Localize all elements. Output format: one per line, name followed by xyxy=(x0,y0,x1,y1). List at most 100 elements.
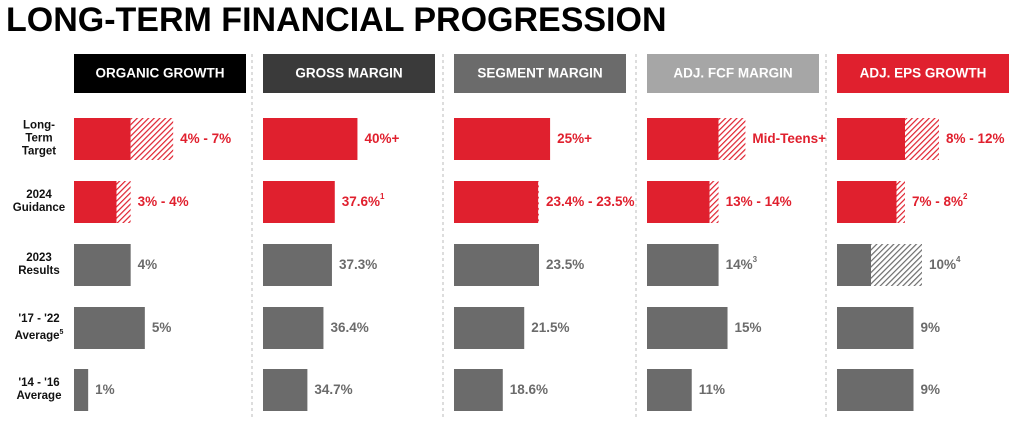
panel-header xyxy=(647,54,819,93)
value-label-text: 1% xyxy=(95,382,115,397)
footnote-mark: 3 xyxy=(753,255,758,264)
value-label: 9% xyxy=(921,382,941,397)
bar xyxy=(454,181,539,223)
row-label: '17 - '22 Average5 xyxy=(10,313,68,343)
page-title: LONG-TERM FINANCIAL PROGRESSION xyxy=(6,1,667,39)
value-label: 5% xyxy=(152,320,172,335)
value-label-text: 23.4% - 23.5% xyxy=(546,194,635,209)
value-label: 14%3 xyxy=(726,255,758,271)
panel-title: GROSS MARGIN xyxy=(295,66,402,81)
bar xyxy=(454,307,525,349)
value-label-text: 18.6% xyxy=(510,382,548,397)
value-label-text: 4% - 7% xyxy=(180,131,231,146)
value-label: 34.7% xyxy=(314,382,352,397)
bar xyxy=(74,244,131,286)
value-label-text: 37.3% xyxy=(339,257,377,272)
value-label-text: 23.5% xyxy=(546,257,584,272)
bar xyxy=(263,369,308,411)
row-label-text: '17 - '22 Average xyxy=(14,313,60,342)
value-label: 4% - 7% xyxy=(180,131,231,146)
value-label: 37.3% xyxy=(339,257,377,272)
value-label: Mid-Teens+ xyxy=(752,131,826,146)
bar-range xyxy=(709,181,719,223)
bar xyxy=(74,118,131,160)
bar xyxy=(647,369,692,411)
value-label: 36.4% xyxy=(330,320,368,335)
value-label-text: 5% xyxy=(152,320,172,335)
value-label-text: 3% - 4% xyxy=(138,194,189,209)
bar-range xyxy=(905,118,939,160)
value-label-text: 10% xyxy=(929,257,956,272)
value-label: 7% - 8%2 xyxy=(912,192,968,208)
value-label: 40%+ xyxy=(364,131,399,146)
bar xyxy=(454,244,539,286)
bar xyxy=(74,307,145,349)
footnote-mark: 2 xyxy=(963,192,968,201)
bar xyxy=(454,118,551,160)
bar xyxy=(837,369,914,411)
panel-header xyxy=(74,54,246,93)
value-label: 10%4 xyxy=(929,255,961,271)
footnote-mark: 5 xyxy=(59,329,64,337)
panel-title: ADJ. EPS GROWTH xyxy=(860,66,987,81)
value-label-text: 21.5% xyxy=(531,320,569,335)
value-label-text: 36.4% xyxy=(330,320,368,335)
value-label-text: 4% xyxy=(138,257,158,272)
row-label-text: 2024 Guidance xyxy=(12,189,66,214)
value-label: 21.5% xyxy=(531,320,569,335)
row-label: Long-Term Target xyxy=(10,120,68,159)
value-label: 37.6%1 xyxy=(342,192,385,208)
value-label-text: 25%+ xyxy=(557,131,592,146)
bar-range xyxy=(130,118,174,160)
panel-title: ORGANIC GROWTH xyxy=(96,66,225,81)
bar xyxy=(837,244,871,286)
value-label-text: Mid-Teens+ xyxy=(752,131,826,146)
value-label-text: 14% xyxy=(726,257,753,272)
bar xyxy=(454,369,503,411)
value-label: 25%+ xyxy=(557,131,592,146)
bar xyxy=(647,307,728,349)
value-label-text: 40%+ xyxy=(364,131,399,146)
value-label: 23.4% - 23.5% xyxy=(546,194,635,209)
row-label-text: 2023 Results xyxy=(18,252,60,277)
row-label: 2024 Guidance xyxy=(10,189,68,215)
bar xyxy=(837,118,905,160)
row-label: 2023 Results xyxy=(10,252,68,278)
bar xyxy=(647,181,710,223)
bar-range xyxy=(896,181,905,223)
value-label: 18.6% xyxy=(510,382,548,397)
value-label-text: 8% - 12% xyxy=(946,131,1005,146)
row-label-text: '14 - '16 Average xyxy=(16,377,62,402)
bar xyxy=(263,307,324,349)
bar xyxy=(647,244,719,286)
value-label: 3% - 4% xyxy=(138,194,189,209)
value-label: 23.5% xyxy=(546,257,584,272)
footnote-mark: 4 xyxy=(956,255,961,264)
value-label-text: 37.6% xyxy=(342,194,380,209)
value-label: 8% - 12% xyxy=(946,131,1005,146)
bar xyxy=(263,118,358,160)
bar xyxy=(74,181,117,223)
value-label-text: 34.7% xyxy=(314,382,352,397)
bar xyxy=(263,244,332,286)
value-label: 15% xyxy=(735,320,762,335)
value-label: 1% xyxy=(95,382,115,397)
row-label-text: Long-Term Target xyxy=(21,119,57,158)
panel-header xyxy=(263,54,435,93)
value-label-text: 9% xyxy=(921,320,941,335)
row-label: '14 - '16 Average xyxy=(10,377,68,403)
panel-header xyxy=(837,54,1009,93)
bar-range xyxy=(871,244,922,286)
bar xyxy=(74,369,89,411)
panel-header xyxy=(454,54,626,93)
value-label-text: 13% - 14% xyxy=(726,194,792,209)
value-label: 9% xyxy=(921,320,941,335)
panel-title: ADJ. FCF MARGIN xyxy=(673,66,792,81)
bar xyxy=(837,181,897,223)
value-label: 11% xyxy=(699,382,725,397)
value-label-text: 11% xyxy=(699,382,725,397)
value-label-text: 7% - 8% xyxy=(912,194,963,209)
panel-title: SEGMENT MARGIN xyxy=(477,66,602,81)
